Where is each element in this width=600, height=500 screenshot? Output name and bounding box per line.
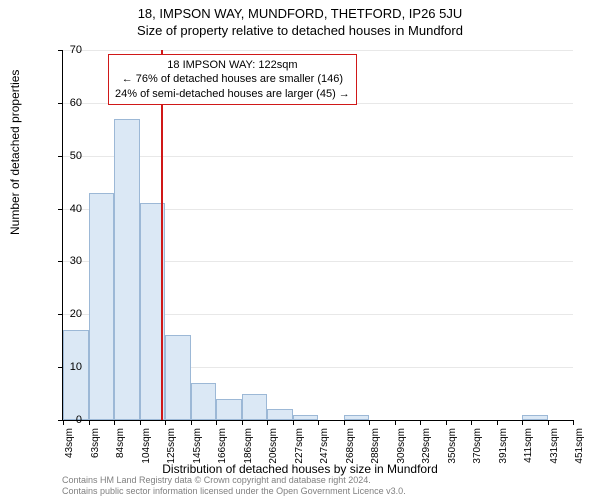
histogram-bar bbox=[522, 415, 548, 420]
histogram-bar bbox=[63, 330, 89, 420]
ytick-label: 50 bbox=[52, 150, 82, 162]
ytick-label: 20 bbox=[52, 308, 82, 320]
xtick-label: 370sqm bbox=[472, 428, 483, 478]
xtick-mark bbox=[446, 420, 447, 425]
xtick-label: 166sqm bbox=[217, 428, 228, 478]
xtick-label: 268sqm bbox=[345, 428, 356, 478]
xtick-mark bbox=[522, 420, 523, 425]
info-line1: 18 IMPSON WAY: 122sqm bbox=[115, 58, 350, 72]
ytick-label: 60 bbox=[52, 97, 82, 109]
xtick-label: 451sqm bbox=[574, 428, 585, 478]
xtick-mark bbox=[471, 420, 472, 425]
chart-container: 18, IMPSON WAY, MUNDFORD, THETFORD, IP26… bbox=[0, 0, 600, 500]
histogram-bar bbox=[344, 415, 370, 420]
xtick-label: 309sqm bbox=[396, 428, 407, 478]
histogram-bar bbox=[191, 383, 217, 420]
gridline bbox=[63, 156, 573, 157]
xtick-mark bbox=[420, 420, 421, 425]
xtick-mark bbox=[242, 420, 243, 425]
info-line3: 24% of semi-detached houses are larger (… bbox=[115, 87, 350, 101]
xtick-label: 186sqm bbox=[243, 428, 254, 478]
chart-subtitle: Size of property relative to detached ho… bbox=[0, 21, 600, 38]
xtick-label: 288sqm bbox=[370, 428, 381, 478]
xtick-label: 104sqm bbox=[141, 428, 152, 478]
ytick-label: 70 bbox=[52, 44, 82, 56]
ytick-label: 0 bbox=[52, 414, 82, 426]
ytick-label: 10 bbox=[52, 361, 82, 373]
histogram-bar bbox=[242, 394, 268, 420]
xtick-mark bbox=[191, 420, 192, 425]
reference-line bbox=[161, 50, 163, 420]
xtick-label: 125sqm bbox=[166, 428, 177, 478]
xtick-mark bbox=[216, 420, 217, 425]
xtick-label: 43sqm bbox=[64, 428, 75, 478]
xtick-mark bbox=[140, 420, 141, 425]
xtick-label: 329sqm bbox=[421, 428, 432, 478]
xtick-label: 247sqm bbox=[319, 428, 330, 478]
histogram-bar bbox=[89, 193, 115, 420]
ytick-label: 40 bbox=[52, 203, 82, 215]
gridline bbox=[63, 50, 573, 51]
info-box: 18 IMPSON WAY: 122sqm← 76% of detached h… bbox=[108, 54, 357, 105]
xtick-mark bbox=[267, 420, 268, 425]
xtick-label: 227sqm bbox=[294, 428, 305, 478]
xtick-mark bbox=[344, 420, 345, 425]
xtick-mark bbox=[395, 420, 396, 425]
plot-area bbox=[62, 50, 573, 421]
address-title: 18, IMPSON WAY, MUNDFORD, THETFORD, IP26… bbox=[0, 0, 600, 21]
xtick-label: 206sqm bbox=[268, 428, 279, 478]
info-line2: ← 76% of detached houses are smaller (14… bbox=[115, 72, 350, 86]
histogram-bar bbox=[114, 119, 140, 420]
xtick-label: 63sqm bbox=[90, 428, 101, 478]
xtick-mark bbox=[318, 420, 319, 425]
histogram-bar bbox=[293, 415, 319, 420]
xtick-mark bbox=[89, 420, 90, 425]
xtick-mark bbox=[165, 420, 166, 425]
y-axis-label: Number of detached properties bbox=[8, 70, 22, 235]
xtick-label: 431sqm bbox=[549, 428, 560, 478]
xtick-label: 145sqm bbox=[192, 428, 203, 478]
xtick-mark bbox=[573, 420, 574, 425]
xtick-label: 391sqm bbox=[498, 428, 509, 478]
footer-line2: Contains public sector information licen… bbox=[62, 486, 406, 497]
histogram-bar bbox=[216, 399, 242, 420]
footer-attribution: Contains HM Land Registry data © Crown c… bbox=[62, 475, 406, 497]
xtick-mark bbox=[497, 420, 498, 425]
xtick-mark bbox=[548, 420, 549, 425]
xtick-label: 84sqm bbox=[115, 428, 126, 478]
xtick-label: 411sqm bbox=[523, 428, 534, 478]
xtick-mark bbox=[369, 420, 370, 425]
histogram-bar bbox=[165, 335, 191, 420]
xtick-mark bbox=[293, 420, 294, 425]
xtick-label: 350sqm bbox=[447, 428, 458, 478]
ytick-label: 30 bbox=[52, 255, 82, 267]
xtick-mark bbox=[114, 420, 115, 425]
histogram-bar bbox=[267, 409, 293, 420]
